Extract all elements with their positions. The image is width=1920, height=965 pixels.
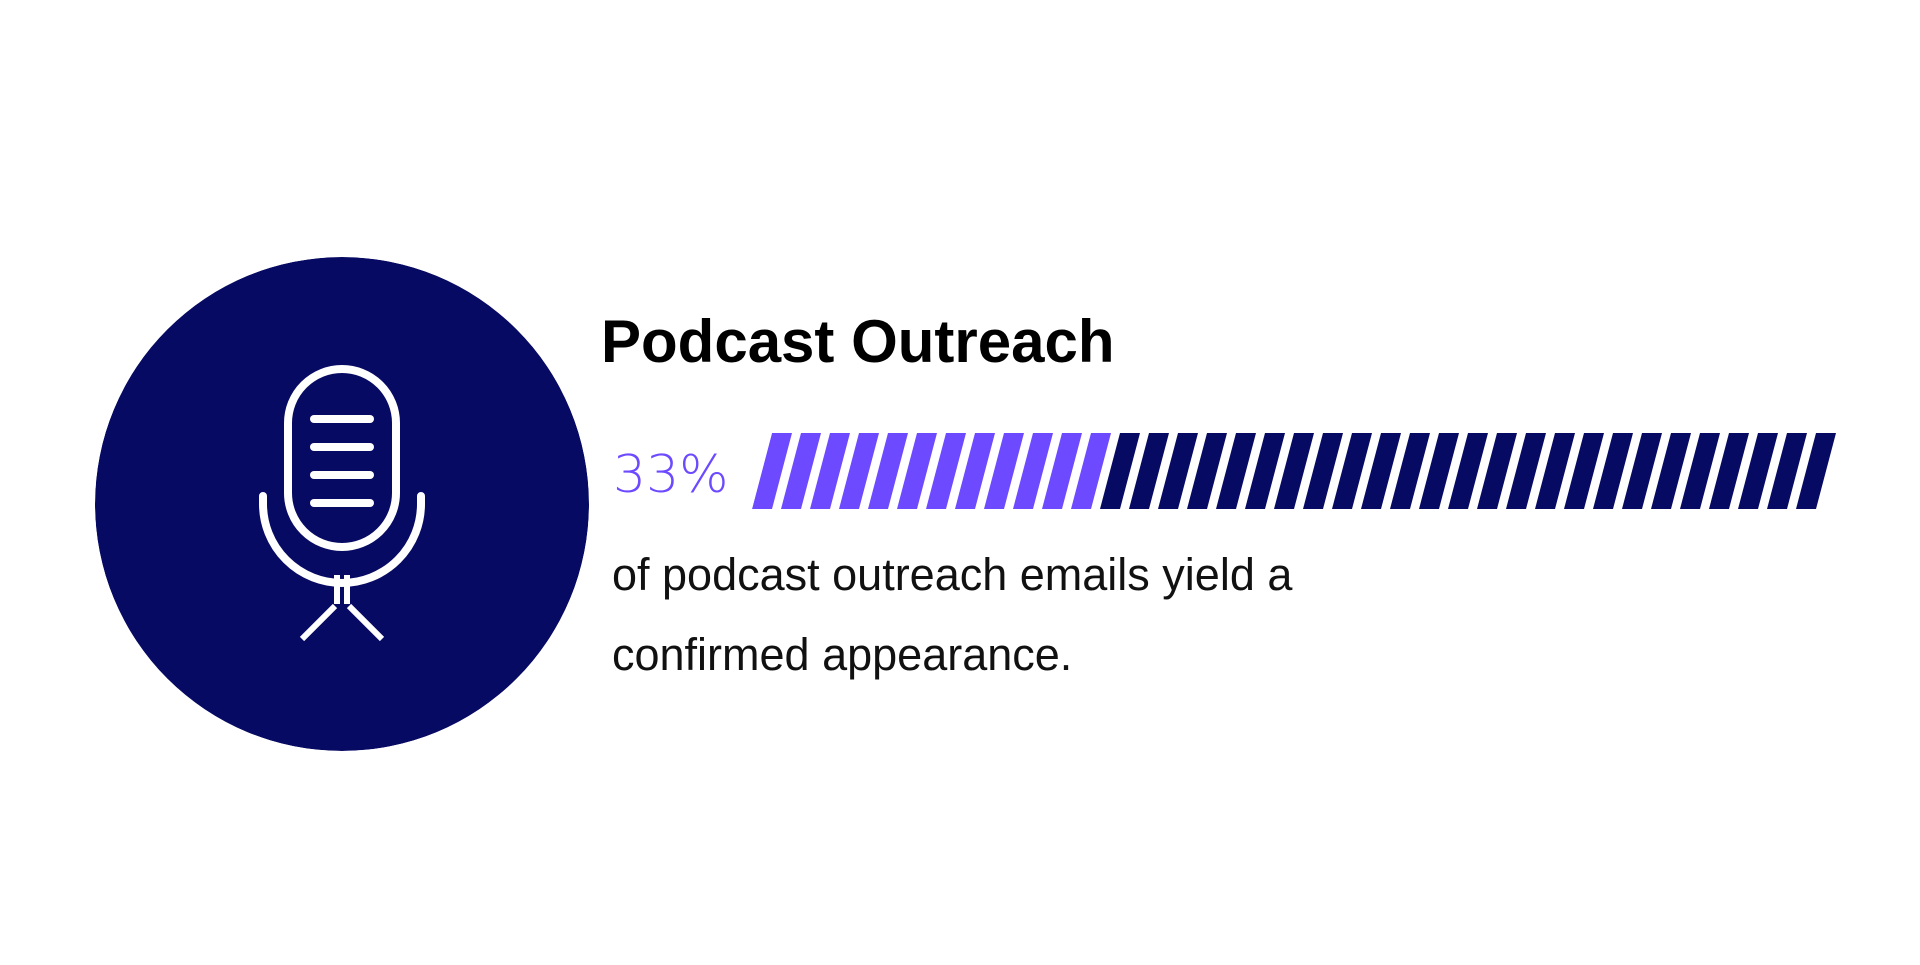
progress-stripe-empty (1767, 433, 1807, 509)
progress-stripe-empty (1622, 433, 1662, 509)
progress-stripe-filled (752, 433, 792, 509)
progress-stripe-empty (1332, 433, 1372, 509)
progress-stripe-empty (1245, 433, 1285, 509)
progress-stripe-empty (1361, 433, 1401, 509)
progress-stripe-filled (1013, 433, 1053, 509)
progress-stripe-filled (781, 433, 821, 509)
page-title: Podcast Outreach (601, 308, 1115, 375)
progress-stripe-empty (1448, 433, 1488, 509)
progress-stripe-empty (1158, 433, 1198, 509)
progress-stripe-empty (1506, 433, 1546, 509)
progress-stripe-empty (1564, 433, 1604, 509)
progress-stripe-empty (1651, 433, 1691, 509)
progress-stripe-empty (1477, 433, 1517, 509)
progress-stripe-empty (1129, 433, 1169, 509)
progress-stripe-filled (1042, 433, 1082, 509)
progress-stripe-empty (1535, 433, 1575, 509)
progress-stripes (752, 433, 1840, 509)
icon-badge (95, 257, 589, 751)
progress-stripe-empty (1796, 433, 1836, 509)
progress-bar (752, 433, 1840, 509)
stat-percent: 33% (613, 445, 729, 505)
progress-stripe-filled (984, 433, 1024, 509)
progress-stripe-empty (1709, 433, 1749, 509)
progress-stripe-empty (1390, 433, 1430, 509)
progress-stripe-empty (1419, 433, 1459, 509)
progress-stripe-empty (1593, 433, 1633, 509)
progress-stripe-filled (926, 433, 966, 509)
progress-stripe-filled (1071, 433, 1111, 509)
stat-description: of podcast outreach emails yield a confi… (612, 549, 1293, 680)
progress-stripe-empty (1680, 433, 1720, 509)
progress-stripe-empty (1187, 433, 1227, 509)
progress-stripe-empty (1216, 433, 1256, 509)
progress-stripe-filled (897, 433, 937, 509)
microphone-icon (95, 257, 589, 751)
progress-stripe-empty (1303, 433, 1343, 509)
progress-stripe-filled (810, 433, 850, 509)
progress-stripe-filled (955, 433, 995, 509)
progress-stripe-empty (1738, 433, 1778, 509)
progress-stripe-empty (1274, 433, 1314, 509)
progress-stripe-filled (839, 433, 879, 509)
progress-stripe-filled (868, 433, 908, 509)
progress-stripe-empty (1100, 433, 1140, 509)
